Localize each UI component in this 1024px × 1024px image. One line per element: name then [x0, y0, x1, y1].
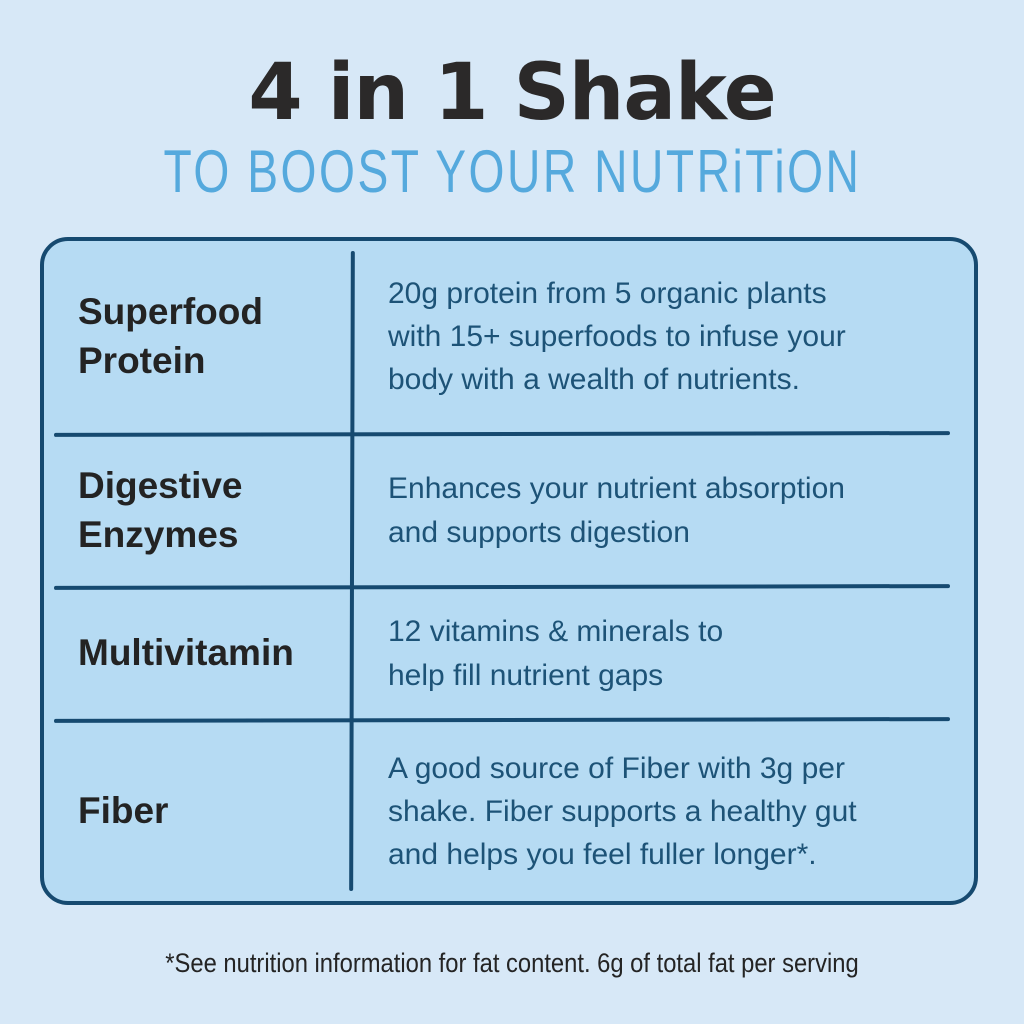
table-row-fiber: Fiber A good source of Fiber with 3g per…: [44, 722, 974, 901]
row-label-cell: Fiber: [44, 722, 350, 901]
row-label-cell: Multivitamin: [44, 589, 350, 718]
description-line: and supports digestion: [388, 515, 690, 549]
description-line: shake. Fiber supports a healthy gut: [388, 794, 857, 828]
description-line: 12 vitamins & minerals to: [388, 615, 724, 649]
row-label-cell: Superfood Protein: [44, 241, 350, 432]
row-description-cell: 20g protein from 5 organic plants with 1…: [350, 241, 974, 432]
description-line: body with a wealth of nutrients.: [388, 363, 800, 397]
table-row-superfood-protein: Superfood Protein 20g protein from 5 org…: [44, 241, 974, 432]
page-subtitle: TO BOOST YOUR NUTRiTiON: [163, 137, 861, 206]
row-label-line: Digestive: [78, 464, 243, 506]
description-line: Enhances your nutrient absorption: [388, 472, 845, 506]
nutrition-table: Superfood Protein 20g protein from 5 org…: [40, 237, 978, 905]
description-line: help fill nutrient gaps: [388, 658, 664, 692]
footnote: *See nutrition information for fat conte…: [165, 948, 859, 978]
row-label-line: Fiber: [78, 790, 169, 832]
row-description-cell: A good source of Fiber with 3g per shake…: [350, 722, 974, 901]
description-line: 20g protein from 5 organic plants: [388, 276, 827, 310]
table-row-multivitamin: Multivitamin 12 vitamins & minerals to h…: [44, 589, 974, 718]
row-label-line: Enzymes: [78, 513, 239, 555]
footnote-container: *See nutrition information for fat conte…: [0, 948, 1024, 979]
row-description-cell: Enhances your nutrient absorption and su…: [350, 436, 974, 585]
description-line: and helps you feel fuller longer*.: [388, 838, 817, 872]
description-line: with 15+ superfoods to infuse your: [388, 319, 846, 353]
row-label-cell: Digestive Enzymes: [44, 436, 350, 585]
row-label-line: Protein: [78, 339, 206, 381]
table-row-digestive-enzymes: Digestive Enzymes Enhances your nutrient…: [44, 436, 974, 585]
row-label-line: Superfood: [78, 290, 263, 332]
row-description-cell: 12 vitamins & minerals to help fill nutr…: [350, 589, 974, 718]
description-line: A good source of Fiber with 3g per: [388, 751, 845, 785]
page-title: 4 in 1 Shake: [248, 48, 776, 138]
page-subtitle-container: TO BOOST YOUR NUTRiTiON: [0, 136, 1024, 205]
row-label-line: Multivitamin: [78, 632, 294, 674]
